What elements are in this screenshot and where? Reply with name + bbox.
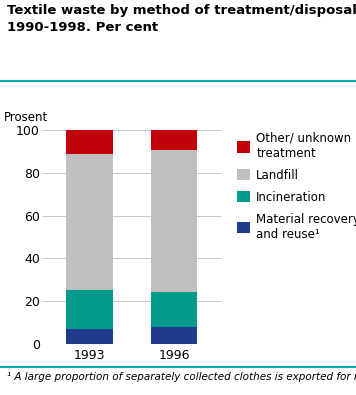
Text: Textile waste by method of treatment/disposal.
1990-1998. Per cent: Textile waste by method of treatment/dis…	[7, 4, 356, 34]
Bar	[66, 290, 112, 329]
Bar	[66, 130, 112, 154]
Bar	[151, 130, 198, 150]
Text: ¹ A large proportion of separately collected clothes is exported for reuse.: ¹ A large proportion of separately colle…	[7, 372, 356, 382]
Bar	[151, 327, 198, 344]
Bar	[151, 292, 198, 327]
Text: Prosent: Prosent	[4, 111, 48, 124]
Bar	[66, 154, 112, 290]
Legend: Other/ unknown
treatment, Landfill, Incineration, Material recovery
and reuse¹: Other/ unknown treatment, Landfill, Inci…	[237, 132, 356, 241]
Bar	[151, 150, 198, 292]
Bar	[66, 329, 112, 344]
